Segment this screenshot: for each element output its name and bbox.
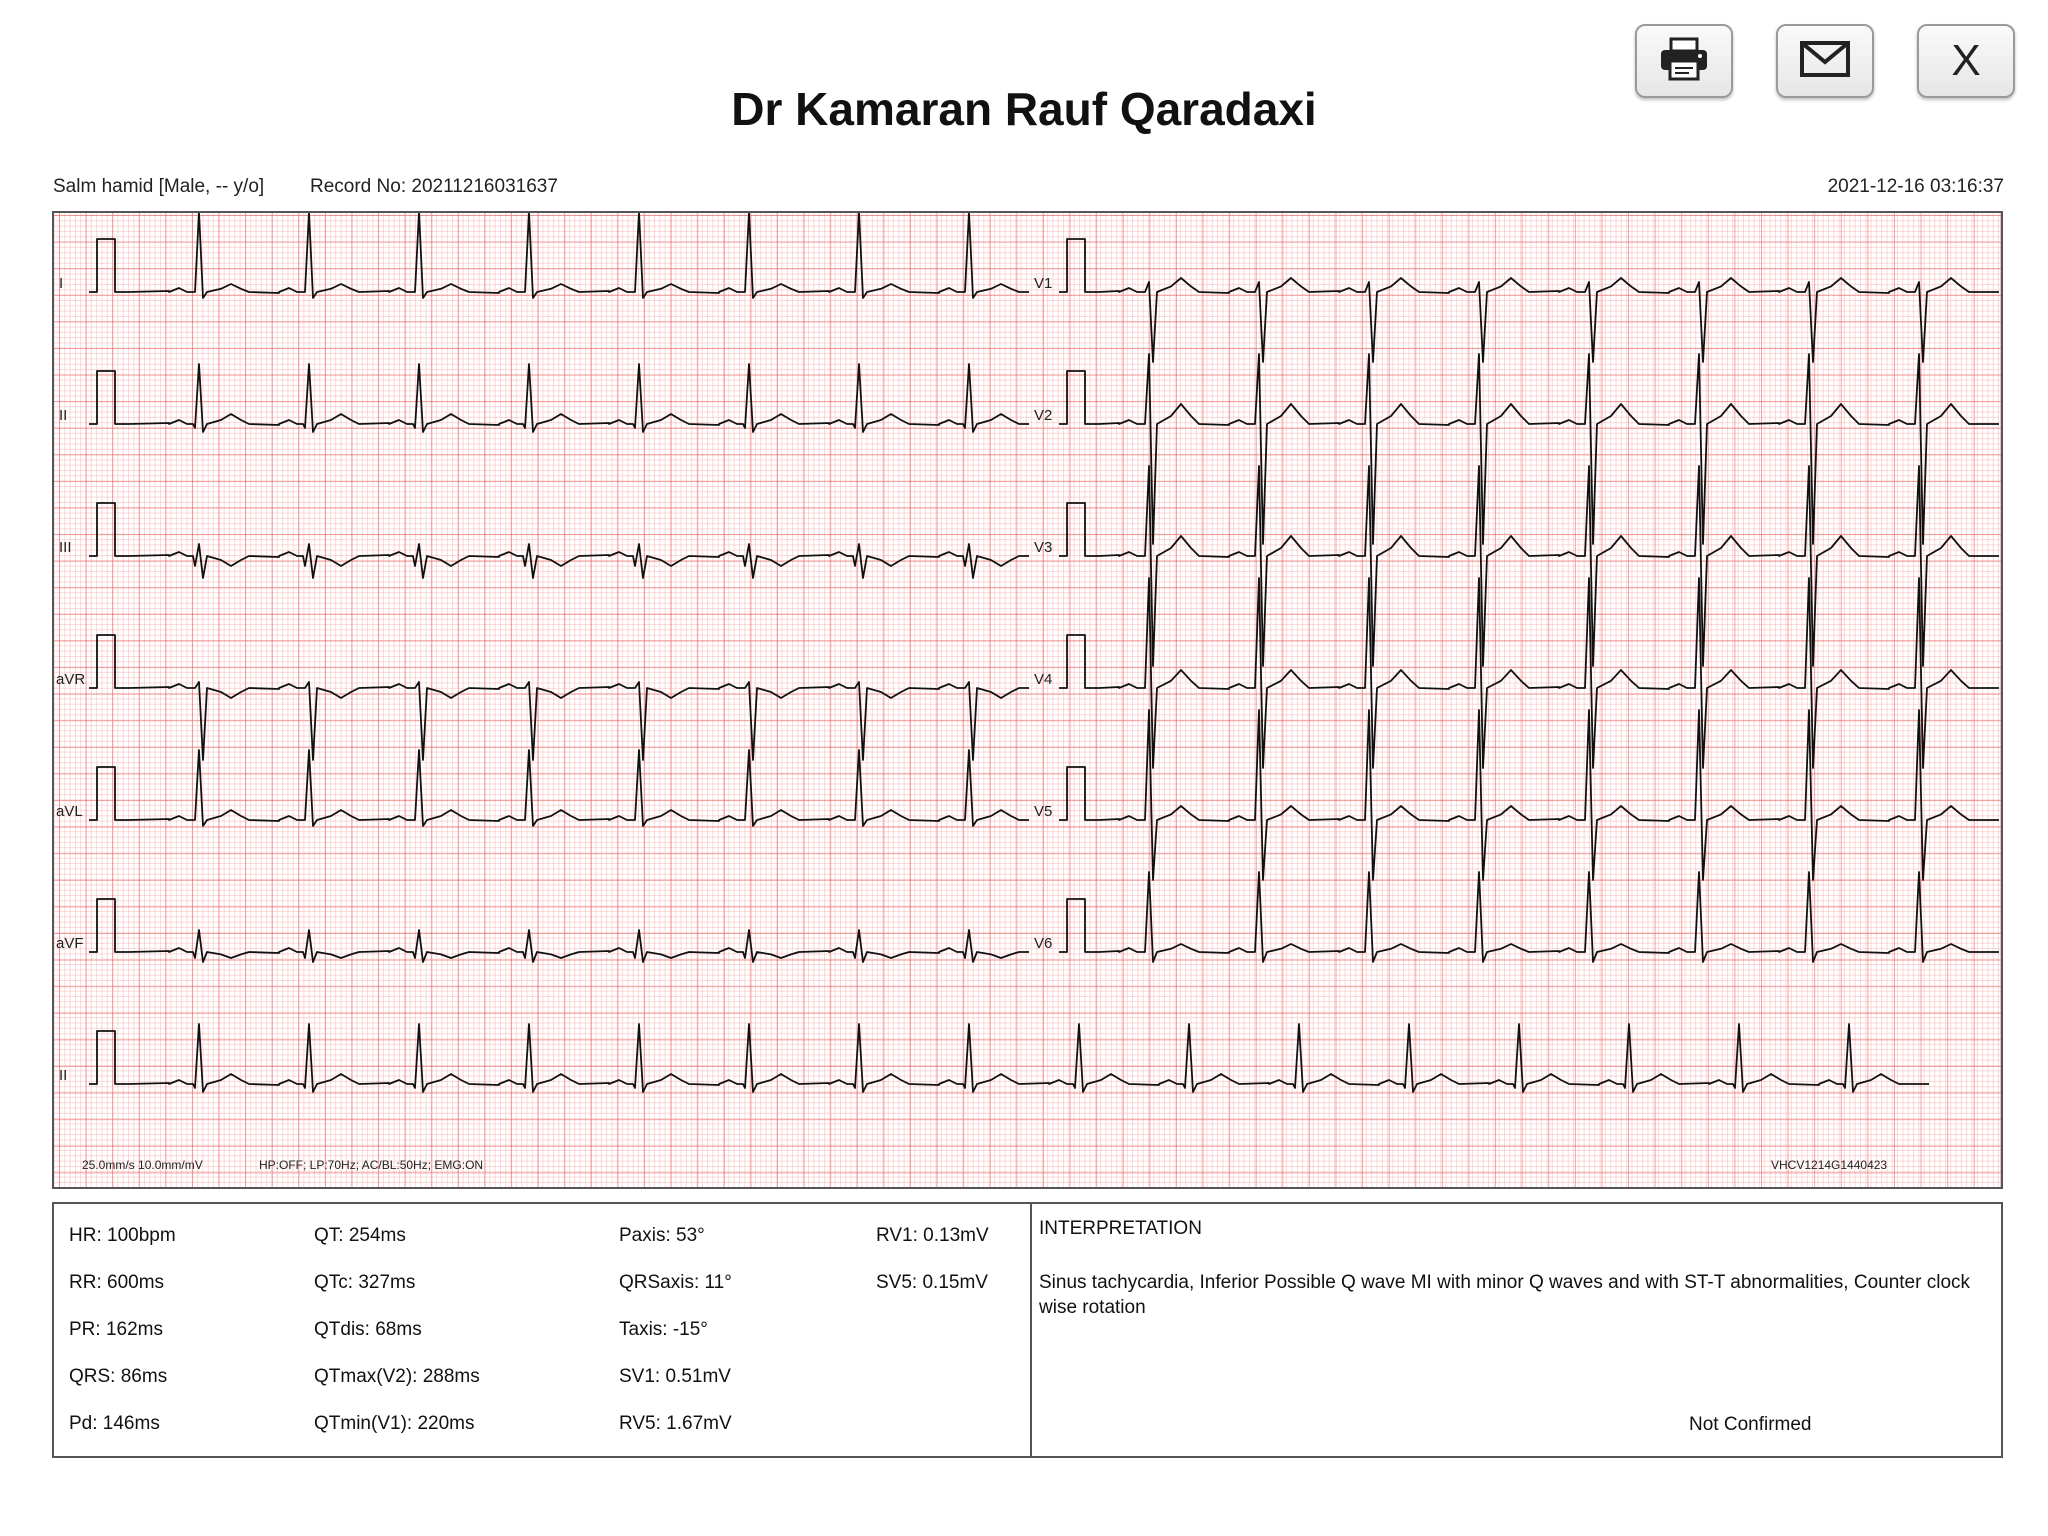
- measurement-column-2: QT: 254ms QTc: 327ms QTdis: 68ms QTmax(V…: [314, 1224, 480, 1459]
- measure-rv1: RV1: 0.13mV: [876, 1225, 989, 1246]
- ecg-trace-avr: [89, 634, 1029, 761]
- ecg-filters: HP:OFF; LP:70Hz; AC/BL:50Hz; EMG:ON: [259, 1158, 484, 1172]
- lead-label-v2: V2: [1034, 407, 1053, 424]
- lead-label-i: I: [59, 275, 64, 292]
- ecg-trace-v2: [1059, 353, 1999, 545]
- record-datetime: 2021-12-16 03:16:37: [1827, 176, 2004, 197]
- record-number: Record No: 20211216031637: [310, 176, 558, 197]
- interpretation-text: Sinus tachycardia, Inferior Possible Q w…: [1039, 1272, 1971, 1318]
- measure-sv5: SV5: 0.15mV: [876, 1272, 988, 1293]
- measurement-column-1: HR: 100bpm RR: 600ms PR: 162ms QRS: 86ms…: [69, 1224, 176, 1459]
- measurement-column-4: RV1: 0.13mV SV5: 0.15mV: [876, 1224, 989, 1318]
- measure-qt: QT: 254ms: [314, 1225, 406, 1246]
- ecg-trace-i: [89, 213, 1029, 299]
- lead-label-iii: III: [59, 539, 72, 556]
- ecg-trace-v1: [1059, 238, 1999, 363]
- lead-label-v4: V4: [1034, 671, 1053, 688]
- lead-label-v6: V6: [1034, 935, 1053, 952]
- ecg-trace-v6: [1059, 871, 1999, 963]
- ecg-trace-avf: [89, 898, 1029, 963]
- ecg-trace-v5: [1059, 709, 1999, 881]
- measure-taxis: Taxis: -15°: [619, 1319, 708, 1340]
- lead-label-ii: II: [59, 407, 68, 424]
- close-icon: X: [1951, 36, 1981, 85]
- lead-label-avr: aVR: [56, 671, 86, 688]
- ecg-trace-iii: [89, 502, 1029, 579]
- doctor-title: Dr Kamaran Rauf Qaradaxi: [731, 83, 1317, 135]
- measure-hr: HR: 100bpm: [69, 1225, 176, 1246]
- lead-label-v5: V5: [1034, 803, 1053, 820]
- measure-qrsaxis: QRSaxis: 11°: [619, 1272, 732, 1293]
- measurement-panel: HR: 100bpm RR: 600ms PR: 162ms QRS: 86ms…: [52, 1202, 2003, 1458]
- email-button[interactable]: [1776, 24, 1874, 98]
- ecg-trace-avl: [89, 749, 1029, 827]
- measure-qtmin: QTmin(V1): 220ms: [314, 1413, 475, 1434]
- measure-paxis: Paxis: 53°: [619, 1225, 705, 1246]
- measure-qrs: QRS: 86ms: [69, 1366, 168, 1387]
- patient-info: Salm hamid [Male, -- y/o]: [53, 176, 265, 197]
- ecg-chart: I II III aVR aVL aVF V1 V2 V3 V4 V5 V6 I…: [52, 211, 2003, 1189]
- lead-label-v1: V1: [1034, 275, 1053, 292]
- ecg-trace-ii: [89, 363, 1029, 433]
- confirmation-status: Not Confirmed: [1689, 1414, 1812, 1435]
- measure-qtdis: QTdis: 68ms: [314, 1319, 422, 1340]
- panel-divider: [1030, 1204, 1032, 1456]
- measure-qtc: QTc: 327ms: [314, 1272, 416, 1293]
- lead-label-rhythm-ii: II: [59, 1067, 68, 1084]
- lead-label-avf: aVF: [56, 935, 84, 952]
- interpretation-title: INTERPRETATION: [1039, 1218, 1202, 1239]
- close-button[interactable]: X: [1917, 24, 2015, 98]
- lead-label-avl: aVL: [56, 803, 83, 820]
- ecg-traces: [89, 213, 1999, 1093]
- printer-icon: [1659, 37, 1709, 86]
- measure-qtmax: QTmax(V2): 288ms: [314, 1366, 480, 1387]
- print-button[interactable]: [1635, 24, 1733, 98]
- measurement-column-3: Paxis: 53° QRSaxis: 11° Taxis: -15° SV1:…: [619, 1224, 732, 1459]
- measure-pr: PR: 162ms: [69, 1319, 163, 1340]
- lead-label-v3: V3: [1034, 539, 1053, 556]
- device-id: VHCV1214G1440423: [1771, 1158, 1888, 1172]
- ecg-settings: 25.0mm/s 10.0mm/mV: [82, 1158, 203, 1172]
- measure-rr: RR: 600ms: [69, 1272, 165, 1293]
- measure-pd: Pd: 146ms: [69, 1413, 160, 1434]
- measure-rv5: RV5: 1.67mV: [619, 1413, 732, 1434]
- envelope-icon: [1799, 40, 1851, 83]
- ecg-trace-rhythm-ii: [89, 1023, 1929, 1093]
- measure-sv1: SV1: 0.51mV: [619, 1366, 731, 1387]
- ecg-trace-v3: [1059, 465, 1999, 667]
- ecg-trace-v4: [1059, 577, 1999, 769]
